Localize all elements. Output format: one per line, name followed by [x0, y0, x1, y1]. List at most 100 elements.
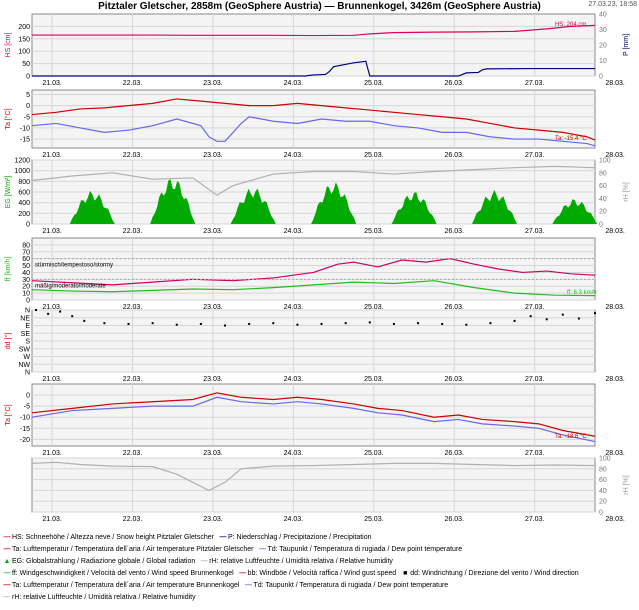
radiation-day-area [391, 192, 437, 224]
x-tick-label: 28.03. [605, 228, 625, 235]
legend-label: dd: Windrichtung / Direzione del vento /… [410, 570, 579, 577]
legend-item: — Ta: Lufttemperatur / Temperatura dell´a… [2, 580, 240, 592]
current-value-label: HS: 204 cm [555, 22, 586, 28]
y-tick-label: 10 [22, 291, 30, 298]
legend-label: Td: Taupunkt / Temperatura di rugiada / … [253, 582, 449, 589]
x-tick-label: 21.03. [42, 304, 62, 311]
legend-item: — Td: Taupunkt / Temperatura di rugiada /… [244, 580, 449, 592]
y-tick-label: -20 [20, 437, 30, 444]
x-tick-label: 22.03. [123, 376, 143, 383]
threshold-label-stormy: stürmisch/tempestoso/stormy [35, 263, 113, 269]
legend-label: Ta: Lufttemperatur / Temperatura dell´ar… [12, 546, 254, 553]
legend-label: rH: relative Luftfeuchte / Umidità relat… [209, 558, 393, 565]
y2-tick-label: 80 [599, 170, 607, 177]
y-tick-label: 30 [22, 277, 30, 284]
legend-swatch-icon: ▲ [3, 558, 11, 565]
legend-label: rH: relative Luftfeuchte / Umidità relat… [12, 594, 196, 601]
x-tick-label: 27.03. [525, 376, 545, 383]
legend-swatch-icon: — [3, 534, 11, 541]
legend-row: — rH: relative Luftfeuchte / Umidità rela… [2, 592, 638, 604]
page-title: Pitztaler Gletscher, 2858m (GeoSphere Au… [98, 1, 541, 12]
radiation-day-area [69, 190, 115, 224]
series-line-bb [31, 258, 596, 286]
legend-row: — ff: Windgeschwindigkeit / Velocità del … [2, 568, 638, 580]
y-axis-label: EG [W/m²] [5, 176, 12, 209]
y-tick-label: 0 [26, 74, 30, 81]
y-category-label: S [25, 339, 30, 346]
wind-direction-point [441, 322, 444, 325]
panel-6-frame [31, 457, 596, 513]
legend-row: — Ta: Lufttemperatur / Temperatura dell´a… [2, 580, 638, 592]
y-tick-label: 150 [18, 36, 30, 43]
legend-swatch-icon: — [258, 546, 266, 553]
x-tick-label: 28.03. [605, 304, 625, 311]
legend-item: — HS: Schneehöhe / Altezza neve / Snow he… [2, 532, 214, 544]
y-tick-label: 200 [18, 211, 30, 218]
wind-direction-point [35, 309, 38, 311]
wind-direction-point [594, 312, 596, 315]
legend-swatch-icon: — [3, 570, 11, 577]
wind-direction-point [199, 322, 202, 325]
x-tick-label: 23.03. [203, 376, 223, 383]
legend-swatch-icon: — [219, 534, 227, 541]
y-tick-label: 200 [18, 24, 30, 31]
x-tick-label: 26.03. [445, 304, 465, 311]
y2-tick-label: 100 [599, 456, 611, 463]
y-tick-label: -15 [20, 137, 30, 144]
legend-label: bb: Windböe / Velocità raffica / Wind gu… [247, 570, 397, 577]
x-tick-label: 26.03. [445, 450, 465, 457]
series-line-p [32, 60, 595, 77]
radiation-day-area [150, 179, 196, 224]
x-tick-label: 27.03. [525, 516, 545, 523]
x-tick-label: 26.03. [445, 516, 465, 523]
y-tick-label: 50 [22, 263, 30, 270]
x-tick-label: 24.03. [284, 516, 304, 523]
x-tick-label: 21.03. [42, 80, 62, 87]
wind-direction-point [248, 322, 251, 325]
y2-tick-label: 0 [599, 74, 603, 81]
x-tick-label: 25.03. [364, 516, 384, 523]
x-tick-label: 21.03. [42, 516, 62, 523]
legend-row: — HS: Schneehöhe / Altezza neve / Snow he… [2, 532, 638, 544]
y-tick-label: 0 [26, 222, 30, 229]
y2-axis-label: P [mm] [623, 34, 630, 56]
series-line-hs [32, 24, 596, 37]
wind-direction-point [103, 322, 106, 325]
y2-tick-label: 40 [599, 196, 607, 203]
legend-label: Ta: Lufttemperatur / Temperatura dell´ar… [12, 582, 240, 589]
series-line-td [31, 116, 596, 147]
x-tick-label: 28.03. [605, 450, 625, 457]
wind-direction-point [59, 310, 62, 313]
wind-direction-point [127, 322, 130, 325]
y-tick-label: 60 [22, 256, 30, 263]
x-tick-label: 22.03. [123, 450, 143, 457]
y-tick-label: 1000 [14, 168, 30, 175]
x-tick-label: 22.03. [123, 152, 143, 159]
legend-row: — Ta: Lufttemperatur / Temperatura dell´a… [2, 544, 638, 556]
legend-item: — ff: Windgeschwindigkeit / Velocità del … [2, 568, 234, 580]
y-tick-label: -5 [24, 114, 30, 121]
y2-axis-label: rH [%] [623, 182, 630, 202]
wind-direction-point [417, 322, 420, 325]
legend-label: EG: Globalstrahlung / Radiazione globale… [12, 558, 196, 565]
y2-tick-label: 0 [599, 510, 603, 517]
y-tick-label: 100 [18, 49, 30, 56]
y-tick-label: -10 [20, 125, 30, 132]
x-tick-label: 21.03. [42, 152, 62, 159]
wind-direction-point [320, 322, 323, 325]
y2-tick-label: 40 [599, 488, 607, 495]
y-tick-label: -5 [24, 404, 30, 411]
y-tick-label: 70 [22, 249, 30, 256]
wind-direction-point [71, 315, 74, 318]
wind-direction-point [561, 313, 564, 316]
legend-swatch-icon: — [3, 546, 11, 553]
y-tick-label: 40 [22, 270, 30, 277]
y2-tick-label: 20 [599, 499, 607, 506]
wind-direction-point [545, 318, 548, 321]
y2-axis-label: rH [%] [623, 475, 630, 495]
y-tick-label: 0 [26, 103, 30, 110]
y-tick-label: -15 [20, 426, 30, 433]
x-tick-label: 22.03. [123, 80, 143, 87]
legend-item: ▲ EG: Globalstrahlung / Radiazione global… [2, 556, 196, 568]
wind-direction-point [489, 322, 492, 325]
